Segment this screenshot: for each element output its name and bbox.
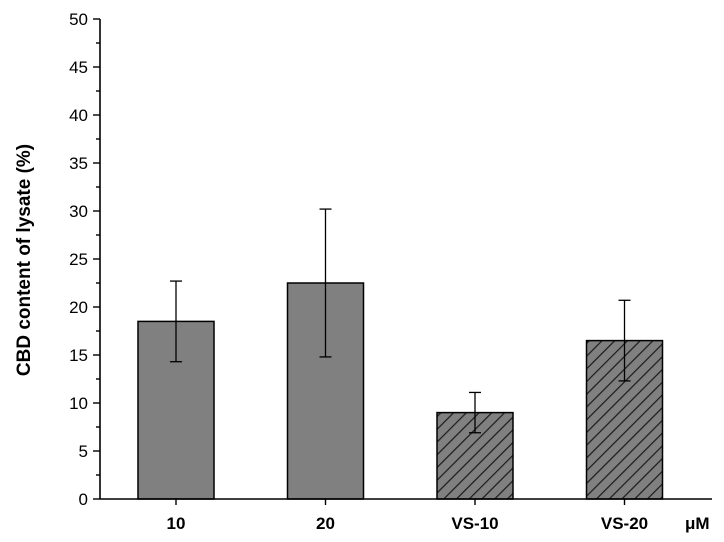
x-axis-unit-label: μM [685, 514, 710, 533]
y-tick-label: 10 [69, 394, 88, 413]
x-tick-label: 10 [167, 514, 186, 533]
y-tick-label: 30 [69, 202, 88, 221]
x-tick-label: VS-20 [601, 514, 648, 533]
y-tick-label: 35 [69, 154, 88, 173]
bar-10 [137, 320, 215, 500]
x-tick-label: 20 [316, 514, 335, 533]
y-tick-label: 25 [69, 250, 88, 269]
y-tick-label: 40 [69, 106, 88, 125]
y-axis-title: CBD content of lysate (%) [14, 144, 35, 376]
y-tick-label: 0 [79, 490, 88, 509]
x-tick-label: VS-10 [451, 514, 498, 533]
y-tick-label: 15 [69, 346, 88, 365]
y-tick-label: 45 [69, 58, 88, 77]
y-tick-label: 50 [69, 10, 88, 29]
y-tick-label: 20 [69, 298, 88, 317]
y-tick-label: 5 [79, 442, 88, 461]
